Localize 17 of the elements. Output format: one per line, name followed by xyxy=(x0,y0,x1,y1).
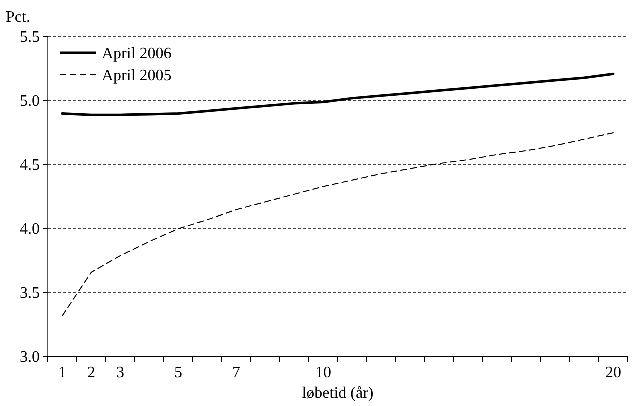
x-tick-label: 1 xyxy=(58,364,66,382)
legend-label: April 2005 xyxy=(102,68,172,85)
y-tick-label: 5.5 xyxy=(20,29,40,46)
y-tick-label: 3.0 xyxy=(20,349,40,366)
y-tick-label: 4.0 xyxy=(20,221,40,238)
x-tick-label: 5 xyxy=(174,364,182,382)
x-tick-label: 20 xyxy=(606,364,622,382)
x-tick-label: 3 xyxy=(116,364,124,382)
y-axis-title: Pct. xyxy=(6,9,30,26)
x-axis-title: løbetid (år) xyxy=(302,385,374,402)
y-tick-label: 3.5 xyxy=(20,285,40,302)
y-tick-label: 5.0 xyxy=(20,93,40,110)
y-tick-label: 4.5 xyxy=(20,157,40,174)
legend-label: April 2006 xyxy=(102,46,172,63)
x-tick-label: 7 xyxy=(232,364,240,382)
x-tick-label: 10 xyxy=(316,364,332,382)
x-tick-label: 2 xyxy=(88,364,96,382)
